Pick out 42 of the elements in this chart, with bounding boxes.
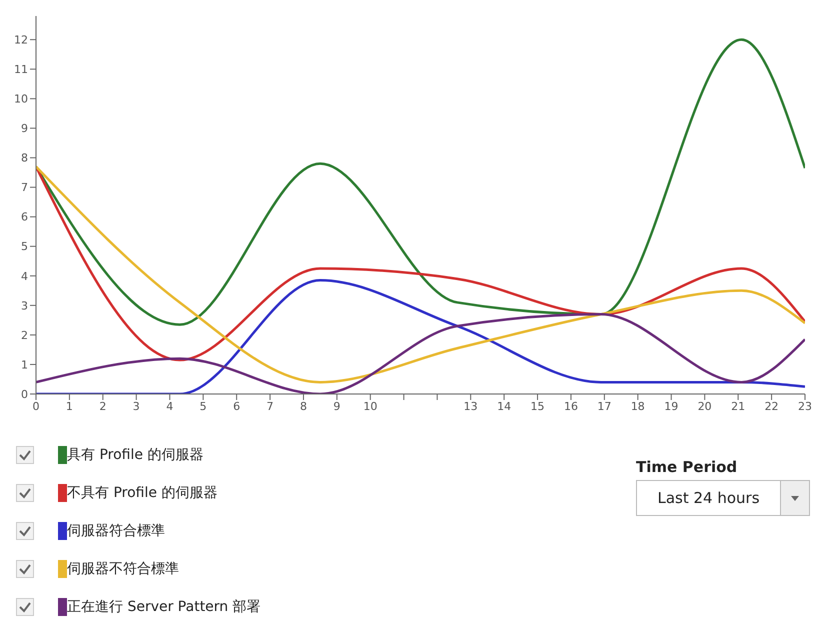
x-tick-label: 8 [300,400,307,413]
y-tick-label: 3 [21,299,28,312]
y-tick-label: 7 [21,181,28,194]
text: Time Period [636,458,738,476]
x-tick-label: 18 [630,400,645,413]
x-tick-label: 10 [363,400,378,413]
y-tick-label: 11 [14,63,28,76]
x-tick-label: 14 [497,400,512,413]
y-tick-label: 4 [21,270,28,283]
x-tick-label: 1 [66,400,73,413]
legend-label: 正在進行 Server Pattern 部署 [67,598,261,616]
y-tick-label: 2 [21,328,28,342]
y-tick-label: 9 [21,122,28,136]
legend-label: 不具有 Profile 的伺服器 [67,484,218,502]
y-tick-label: 12 [14,34,28,47]
x-tick-label: 7 [266,400,274,413]
x-tick-label: 19 [664,400,678,413]
legend-label: 伺服器符合標準 [67,522,165,540]
x-tick-label: 21 [731,400,746,413]
x-tick-label: 4 [166,400,174,413]
x-tick-label: 5 [200,400,207,413]
y-tick-label: 5 [21,240,28,254]
x-tick-label: 2 [99,400,106,413]
legend-label: 伺服器不符合標準 [67,560,179,578]
y-tick-label: 8 [21,152,28,165]
x-tick-label: 20 [698,400,712,413]
x-tick-label: 17 [597,400,612,413]
x-tick-label: 16 [564,400,578,413]
x-tick-label: 6 [233,400,240,413]
y-tick-label: 10 [14,92,28,106]
y-tick-label: 1 [21,358,28,372]
legend-label: 具有 Profile 的伺服器 [67,446,204,464]
x-tick-label: 0 [32,400,40,413]
text: Last 24 hours [656,489,761,507]
x-tick-label: 23 [798,400,812,413]
x-tick-label: 22 [764,400,779,413]
y-tick-label: 6 [21,210,28,224]
y-tick-label: 0 [21,388,28,401]
x-tick-label: 15 [530,400,545,413]
x-tick-label: 13 [464,400,478,413]
x-tick-label: 9 [333,400,340,413]
x-tick-label: 3 [132,400,140,413]
